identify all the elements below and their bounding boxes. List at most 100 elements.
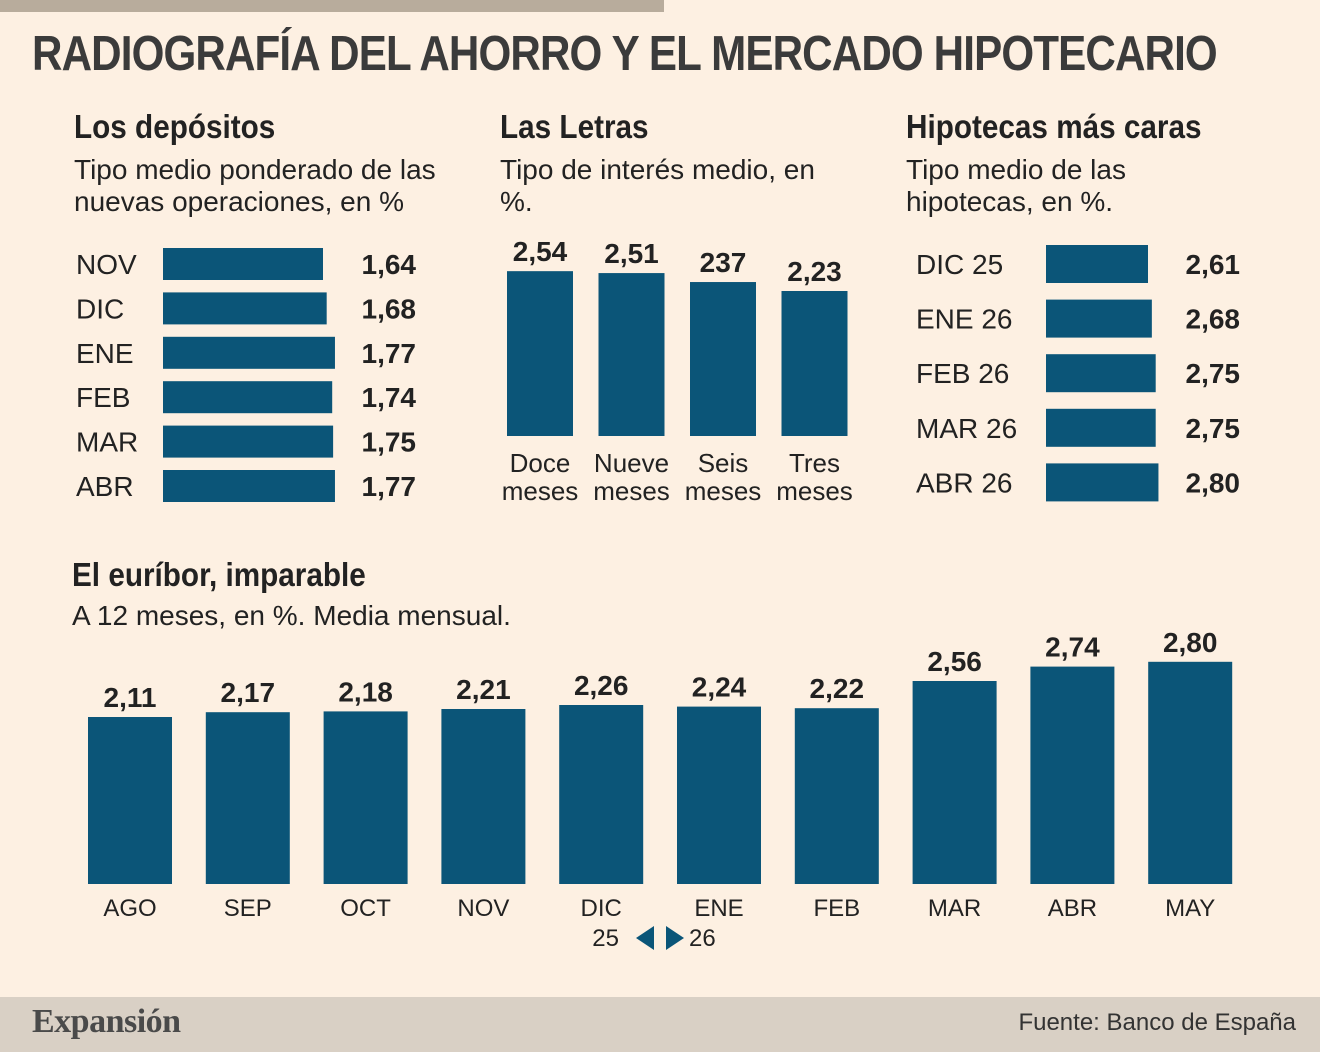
bar (559, 705, 644, 884)
letras-chart: 2,54Docemeses2,51Nuevemeses237Seismeses2… (502, 236, 853, 506)
value-label: 2,17 (221, 677, 276, 708)
category-label: ABR (76, 471, 134, 502)
category-label: meses (776, 476, 853, 506)
value-label: 2,18 (338, 676, 393, 707)
category-label: OCT (340, 895, 391, 922)
bar (1148, 661, 1233, 884)
category-label: MAY (1165, 895, 1215, 922)
bar (598, 273, 665, 436)
category-label: meses (502, 476, 579, 506)
category-label: ENE (76, 338, 134, 369)
value-label: 2,24 (692, 672, 747, 703)
bar (205, 712, 290, 884)
value-label: 2,61 (1186, 249, 1241, 280)
bar (507, 271, 573, 436)
hipotecas-subtitle: Tipo medio de las hipotecas, en %. (906, 154, 1126, 217)
bar (323, 711, 408, 884)
category-label: NOV (457, 895, 509, 922)
value-label: 1,68 (362, 293, 417, 324)
value-label: 1,77 (362, 338, 417, 369)
bar (163, 336, 335, 369)
bar (163, 425, 334, 458)
bar (441, 709, 526, 884)
arrow-left-icon (636, 926, 654, 950)
category-label: DIC 25 (916, 249, 1003, 280)
bar (1046, 463, 1159, 502)
value-label: 2,21 (456, 674, 511, 705)
category-label: ENE 26 (916, 304, 1013, 335)
depositos-subtitle: Tipo medio ponderado de las nuevas opera… (74, 154, 436, 217)
arrow-right-icon (666, 926, 684, 950)
category-label: Tres (789, 448, 840, 478)
value-label: 2,56 (927, 646, 982, 677)
category-label: MAR (76, 427, 138, 458)
value-label: 2,68 (1186, 304, 1241, 335)
value-label: 2,51 (604, 238, 659, 269)
top-strip (0, 0, 664, 12)
bar (163, 292, 327, 325)
value-label: 2,80 (1186, 467, 1241, 498)
source-note: Fuente: Banco de España (1018, 1009, 1296, 1036)
depositos-title: Los depósitos (74, 108, 276, 145)
value-label: 1,77 (362, 471, 417, 502)
euribor-chart: 2,11 AGO 2,17 SEP 2,18 OCT 2,21 NOV 2,26 DIC 2,24 E… (88, 627, 1233, 952)
category-label: FEB (76, 382, 130, 413)
bar (1030, 666, 1115, 884)
bar (677, 706, 761, 884)
value-label: 237 (700, 247, 747, 278)
category-label: SEP (224, 895, 272, 922)
euribor-title: El euríbor, imparable (72, 556, 366, 593)
bar (88, 717, 172, 884)
category-label: DIC (581, 895, 622, 922)
category-label: ABR (1048, 895, 1097, 922)
bar (1046, 408, 1156, 447)
category-label: FEB (813, 895, 860, 922)
bar (1046, 299, 1152, 338)
value-label: 2,75 (1186, 413, 1241, 444)
category-label: Nueve (594, 448, 669, 478)
value-label: 1,75 (362, 427, 417, 458)
value-label: 2,22 (810, 673, 865, 704)
value-label: 2,23 (787, 256, 842, 287)
bar (794, 708, 879, 884)
bar (1046, 245, 1148, 283)
year-left-label: 25 (592, 925, 619, 952)
value-label: 2,54 (513, 236, 568, 267)
category-label: FEB 26 (916, 358, 1009, 389)
brand-logo: Expansión (32, 1003, 181, 1040)
category-label: MAR (928, 895, 981, 922)
category-label: MAR 26 (916, 413, 1017, 444)
category-label: NOV (76, 249, 137, 280)
value-label: 2,75 (1186, 358, 1241, 389)
page-title: RADIOGRAFÍA DEL AHORRO Y EL MERCADO HIPO… (32, 27, 1218, 81)
value-label: 2,11 (104, 682, 157, 713)
category-label: ENE (694, 895, 743, 922)
year-right-label: 26 (689, 925, 716, 952)
hipotecas-chart: DIC 25 2,61 ENE 26 2,68 FEB 26 2,75 MAR 26 2,75… (916, 245, 1241, 502)
depositos-chart: NOV 1,64 DIC 1,68 ENE 1,77 FEB 1,74 MAR 1,75 ABR 1,… (76, 248, 417, 502)
value-label: 2,80 (1163, 627, 1218, 658)
letras-title: Las Letras (500, 108, 649, 145)
bar (1046, 354, 1156, 393)
value-label: 1,64 (362, 249, 417, 280)
category-label: AGO (103, 895, 156, 922)
value-label: 1,74 (362, 382, 417, 413)
category-label: ABR 26 (916, 467, 1013, 498)
category-label: DIC (76, 293, 124, 324)
bar (781, 291, 848, 436)
bar (690, 282, 756, 436)
letras-subtitle: Tipo de interés medio, en %. (500, 154, 815, 217)
value-label: 2,26 (574, 670, 629, 701)
footer: Expansión Fuente: Banco de España (0, 997, 1320, 1052)
euribor-subtitle: A 12 meses, en %. Media mensual. (72, 600, 511, 631)
hipotecas-title: Hipotecas más caras (906, 108, 1202, 145)
bar (163, 381, 333, 414)
category-label: meses (685, 476, 762, 506)
category-label: Seis (698, 448, 749, 478)
bar (163, 470, 335, 502)
bar (912, 681, 997, 884)
value-label: 2,74 (1045, 632, 1100, 663)
bar (163, 248, 323, 280)
category-label: meses (593, 476, 670, 506)
category-label: Doce (510, 448, 571, 478)
